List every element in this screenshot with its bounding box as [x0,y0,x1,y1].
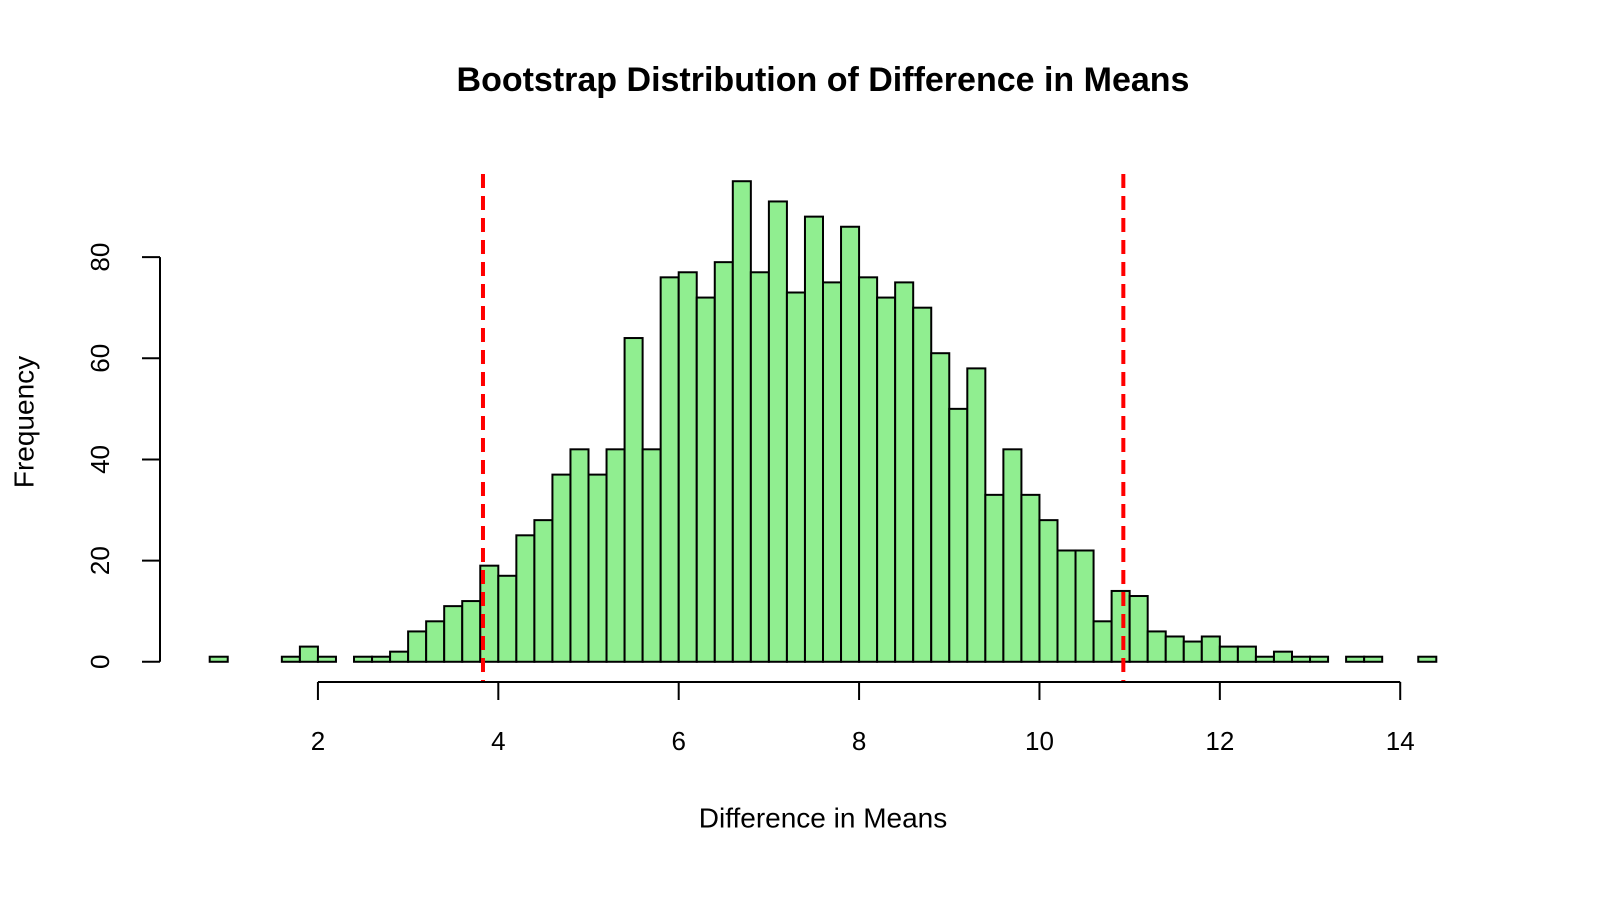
bar [1309,655,1330,663]
bar [1290,655,1312,663]
bar [208,655,229,663]
bar [280,655,301,663]
bar [1020,493,1041,663]
bar [587,473,608,663]
bar [948,407,969,663]
bar [551,473,572,663]
bar [1363,655,1384,663]
bar [1236,645,1257,663]
bar [840,225,861,663]
y-tick-label: 20 [85,546,115,575]
y-axis-title: Frequency [8,356,39,488]
bar [461,600,482,663]
bar [677,271,698,663]
x-tick-label: 10 [1025,726,1054,756]
bar [930,352,951,663]
y-tick-label: 60 [85,344,115,373]
bar [1417,655,1438,663]
x-axis-title: Difference in Means [699,802,948,833]
bar [749,271,770,663]
bar [713,261,734,663]
bar [371,655,392,663]
bar [605,448,626,663]
bar [1074,549,1095,663]
bar [1092,620,1113,663]
bar [443,605,464,663]
bar [1164,635,1185,663]
bar [1254,655,1275,663]
bar [569,448,590,663]
y-tick-label: 40 [85,445,115,474]
bar [1056,549,1077,663]
chart-title: Bootstrap Distribution of Difference in … [457,61,1190,99]
bar [1182,640,1203,663]
bar [984,493,1005,663]
bar [803,215,824,663]
bar [533,519,554,663]
x-tick-label: 12 [1205,726,1234,756]
bar [767,200,788,663]
bar [425,620,446,663]
x-tick-label: 8 [852,726,866,756]
bar [1200,635,1221,663]
bar [822,281,843,663]
y-tick-label: 0 [85,655,115,669]
bar [298,645,319,663]
bar [316,655,337,663]
bar [1128,595,1149,663]
bar [731,180,752,663]
bar [515,534,536,663]
bar [858,276,879,663]
bar [1345,655,1366,663]
bar [695,296,716,663]
x-tick-label: 14 [1386,726,1415,756]
bar [1218,645,1239,663]
bar [497,574,518,663]
bar [912,306,933,663]
bar [894,281,915,663]
x-tick-label: 4 [491,726,505,756]
bar [389,650,410,663]
bar [1002,448,1023,663]
y-tick-label: 80 [85,243,115,272]
bar [1110,589,1131,663]
x-tick-label: 6 [671,726,685,756]
bar [641,448,662,663]
bar [623,337,644,663]
bar [876,296,897,663]
bar [966,367,987,663]
x-tick-label: 2 [311,726,325,756]
bar [1038,519,1059,663]
bar [407,630,428,663]
bar [1146,630,1167,663]
bar [353,655,374,663]
bar [1272,650,1293,663]
bar [785,291,806,663]
bar [659,276,680,663]
